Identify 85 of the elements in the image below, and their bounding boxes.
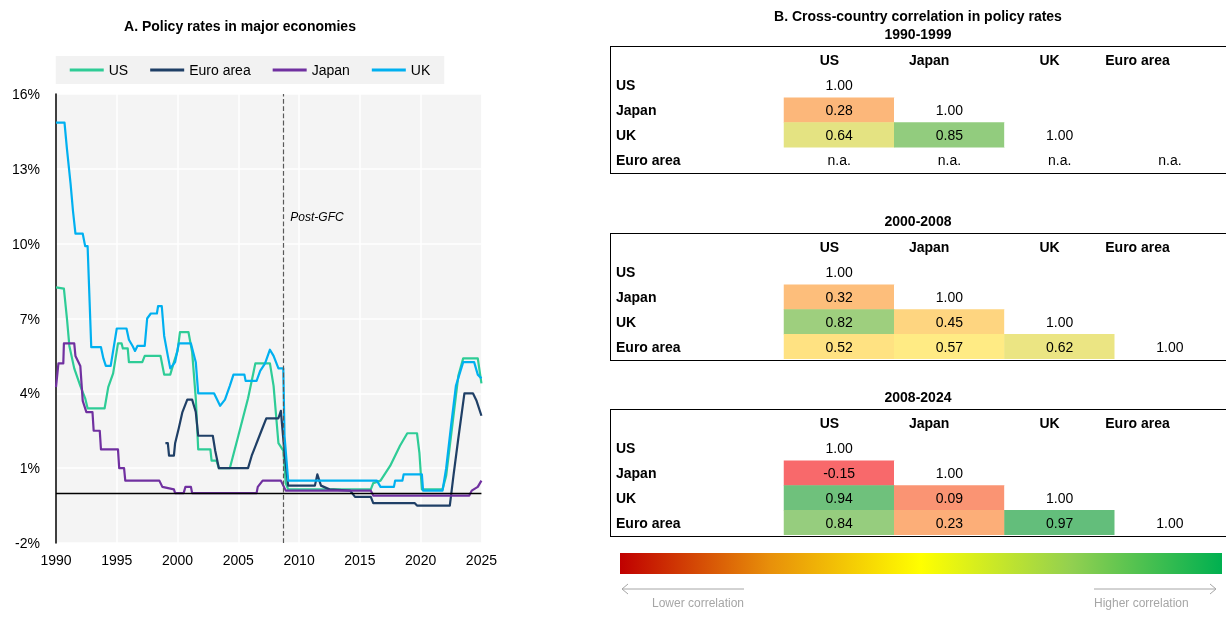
y-tick-label: US xyxy=(616,440,636,457)
data-label: -0.15 xyxy=(823,465,856,482)
x-tick-label: US xyxy=(819,52,840,68)
x-tick-label: 2010 xyxy=(283,552,315,568)
text: Lower correlation xyxy=(652,596,745,610)
y-tick-label: UK xyxy=(616,126,637,143)
y-tick-label: Japan xyxy=(616,102,657,119)
data-label: 0.57 xyxy=(935,338,964,355)
legend-label: US xyxy=(108,62,129,78)
x-tick-label: 1995 xyxy=(101,552,133,568)
line-series xyxy=(54,286,483,491)
y-tick-label: -2% xyxy=(15,535,40,551)
y-tick-label: 1% xyxy=(19,460,40,477)
line-series xyxy=(54,121,483,492)
x-tick-label: US xyxy=(819,239,840,255)
x-tick-label: Japan xyxy=(908,52,950,68)
y-tick-label: Euro area xyxy=(616,338,681,355)
x-tick-label: UK xyxy=(1039,415,1060,431)
data-label: 0.09 xyxy=(935,489,964,506)
x-tick-label: 2020 xyxy=(405,552,437,568)
chart-title: 2008-2024 xyxy=(883,389,953,405)
y-tick-label: 16% xyxy=(11,86,40,102)
line-series xyxy=(54,342,483,497)
data-label: 1.00 xyxy=(825,264,853,281)
y-tick-label: US xyxy=(616,77,636,94)
y-tick-label: UK xyxy=(616,313,637,330)
data-label: 1.00 xyxy=(935,465,964,482)
data-label: 1.00 xyxy=(1046,489,1074,506)
text: n.a. xyxy=(1047,151,1072,168)
chart-title: A. Policy rates in major economies xyxy=(124,18,357,34)
chart-subtitle: 1990-1999 xyxy=(883,26,953,42)
data-label: 0.64 xyxy=(825,126,853,143)
data-label: 1.00 xyxy=(1046,126,1074,143)
text: n.a. xyxy=(827,151,851,168)
data-label: 0.94 xyxy=(825,489,853,506)
chart-title: 2000-2008 xyxy=(883,213,953,229)
legend-label: Japan xyxy=(311,62,350,78)
y-tick-label: Euro area xyxy=(616,151,681,168)
data-label: 0.85 xyxy=(935,126,964,143)
legend-label: Euro area xyxy=(189,62,251,78)
x-tick-label: Euro area xyxy=(1105,415,1171,431)
data-label: 0.23 xyxy=(935,514,964,531)
y-tick-label: 4% xyxy=(19,385,40,402)
data-label: 0.62 xyxy=(1046,338,1074,355)
text: n.a. xyxy=(937,151,962,168)
data-label: 1.00 xyxy=(1046,313,1074,330)
y-tick-label: UK xyxy=(616,489,637,506)
data-label: 0.97 xyxy=(1046,514,1074,531)
data-label: 0.84 xyxy=(825,514,853,531)
x-tick-label: Japan xyxy=(908,239,950,255)
data-label: 0.32 xyxy=(825,289,853,306)
x-tick-label: Euro area xyxy=(1105,52,1171,68)
data-label: 1.00 xyxy=(825,77,853,94)
data-label: 1.00 xyxy=(1156,338,1184,355)
x-tick-label: 2015 xyxy=(344,552,376,568)
legend-label: UK xyxy=(410,62,431,78)
x-tick-label: Japan xyxy=(908,415,950,431)
y-tick-label: 13% xyxy=(11,160,40,177)
y-tick-label: US xyxy=(616,264,636,281)
line-series xyxy=(164,392,483,507)
y-tick-label: 10% xyxy=(11,235,40,252)
data-label: 1.00 xyxy=(1156,514,1184,531)
x-tick-label: US xyxy=(819,415,840,431)
x-tick-label: 2000 xyxy=(161,552,194,568)
data-label: 0.52 xyxy=(825,338,853,355)
x-tick-label: Euro area xyxy=(1105,239,1171,255)
data-label: 1.00 xyxy=(935,289,964,306)
x-tick-label: UK xyxy=(1039,52,1060,68)
data-label: 0.28 xyxy=(825,102,853,119)
y-tick-label: Euro area xyxy=(616,514,681,531)
data-label: 0.45 xyxy=(935,313,964,330)
data-label: 0.82 xyxy=(825,313,853,330)
x-tick-label: 1990 xyxy=(40,552,72,568)
text: n.a. xyxy=(1158,151,1182,168)
data-label: 1.00 xyxy=(935,102,964,119)
chart-title: B. Cross-country correlation in policy rates xyxy=(773,8,1063,24)
ref-line-label: Post-GFC xyxy=(290,209,344,224)
y-tick-label: Japan xyxy=(616,289,657,306)
y-tick-label: 7% xyxy=(19,310,40,327)
x-tick-label: UK xyxy=(1039,239,1060,255)
text: Higher correlation xyxy=(1094,596,1189,610)
x-tick-label: 2005 xyxy=(222,552,255,568)
x-tick-label: 2025 xyxy=(465,552,498,568)
y-tick-label: Japan xyxy=(616,465,657,482)
data-label: 1.00 xyxy=(825,440,853,457)
